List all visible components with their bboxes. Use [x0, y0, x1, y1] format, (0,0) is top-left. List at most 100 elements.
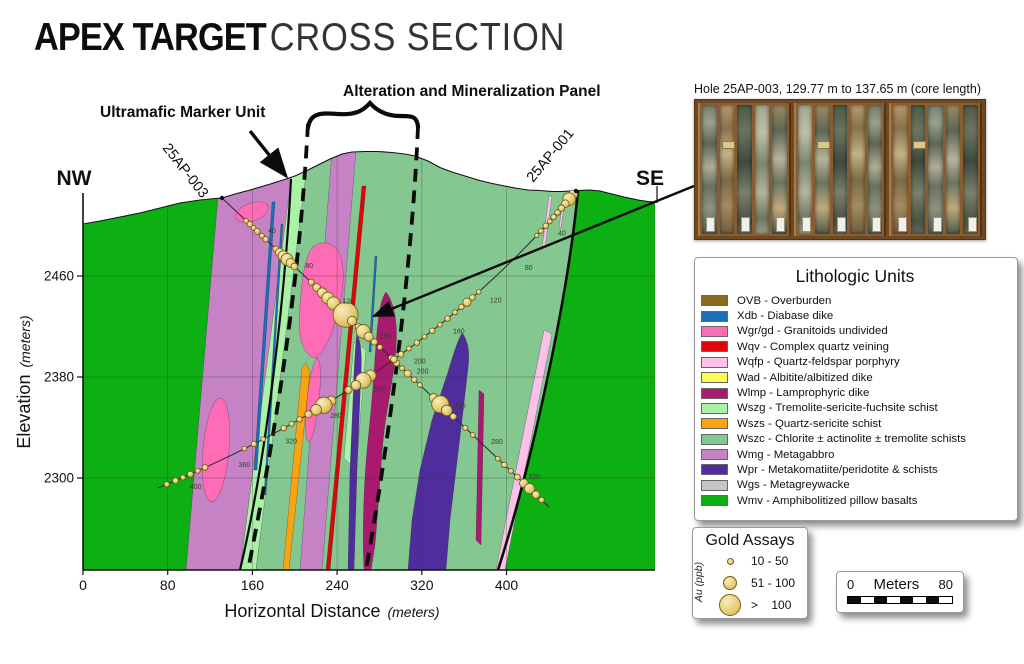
gold-assay-point: [280, 424, 288, 432]
gold-assay-class: 10 - 50: [699, 550, 801, 572]
legend-swatch: [701, 495, 728, 507]
legend-item-label: Wqv - Complex quartz veining: [737, 340, 889, 353]
gold-assay-point: [538, 228, 544, 234]
core-run: [719, 105, 735, 234]
gold-assay-point: [470, 432, 476, 438]
gold-assay-point: [201, 464, 209, 471]
scale-bar-segment: [874, 597, 887, 603]
gold-assay-point: [260, 436, 266, 442]
legend-swatch: [701, 449, 728, 461]
gold-assay-point: [163, 481, 170, 488]
legend-swatch: [701, 433, 728, 445]
core-photo-arrow: [371, 184, 695, 318]
legend-swatch: [701, 418, 728, 430]
gold-assay-point: [421, 333, 428, 340]
y-tick-label: 2460: [44, 269, 74, 284]
legend-item-label: Wpr - Metakomatiite/peridotite & schists: [737, 463, 938, 476]
gold-assay-point: [449, 412, 457, 421]
core-run: [702, 105, 717, 234]
depth-label: 240: [454, 404, 466, 411]
unit-wszs-band: [282, 362, 311, 570]
legend-item-label: Wqfp - Quartz-feldspar porphyry: [737, 356, 900, 369]
scale-bar-segment: [861, 597, 874, 603]
gold-assay-point: [546, 218, 553, 225]
gold-assay-bubble-wrap: [717, 576, 743, 590]
x-tick-label: 0: [79, 577, 87, 593]
scale-bar-right: 80: [938, 577, 953, 592]
legend-item: Wgs - Metagreywacke: [701, 478, 1009, 493]
legend-item-label: Wmg - Metagabbro: [737, 448, 835, 461]
gold-assay-point: [347, 315, 358, 326]
gold-assay-point: [243, 218, 249, 224]
gold-assay-point: [411, 376, 418, 383]
gold-assay-point: [417, 382, 423, 388]
gold-assay-point: [462, 424, 469, 431]
legend-swatch: [701, 387, 728, 399]
core-run: [963, 105, 978, 234]
core-run: [815, 105, 830, 234]
gold-assay-point: [557, 204, 566, 212]
depth-label: 400: [190, 484, 202, 491]
legend-item-label: Wad - Albitite/albitized dike: [737, 371, 873, 384]
scale-bar-header: 0 Meters 80: [847, 576, 953, 593]
gold-assay-point: [458, 303, 465, 311]
scale-bar-segments: [847, 596, 953, 604]
gold-assay-class: > 100: [699, 594, 801, 616]
boundary-line-west: [238, 178, 293, 570]
gold-assay-point: [534, 232, 540, 238]
gold-assay-bubble: [719, 594, 741, 616]
gold-assay-point: [462, 297, 472, 307]
scale-bar-label: Meters: [873, 576, 920, 593]
legend-item: Wpr - Metakomatiite/peridotite & schists: [701, 462, 1009, 477]
panel-dashed-west: [246, 123, 310, 571]
unit-wpr-spike: [347, 333, 362, 570]
gold-assay-bubble-wrap: [717, 557, 743, 565]
gold-assay-point: [441, 404, 453, 417]
gold-assay-point: [538, 496, 545, 504]
depth-label: 40: [268, 228, 276, 235]
gold-assay-point: [376, 344, 383, 351]
legend-swatch: [701, 356, 728, 368]
core-run: [867, 105, 883, 234]
gold-assay-point: [363, 331, 374, 342]
collar-point-25ap-003: [219, 195, 225, 201]
gold-assay-point: [444, 315, 451, 322]
gold-assay-point: [469, 294, 476, 301]
gold-assay-point: [514, 473, 521, 481]
legend-swatch: [701, 402, 728, 414]
gold-assay-point: [406, 345, 412, 352]
gold-assay-point: [437, 321, 443, 328]
panel-dashed-east: [364, 125, 420, 571]
gold-assay-class-label: 51 - 100: [751, 576, 796, 590]
gold-assay-point: [523, 482, 536, 495]
gold-assay-point: [350, 380, 362, 391]
legend-item: Wszg - Tremolite-sericite-fuchsite schis…: [701, 401, 1009, 416]
core-run: [945, 105, 961, 234]
gold-assay-point: [262, 236, 269, 243]
depth-label: 320: [528, 474, 540, 481]
collar-point-25ap-001: [573, 188, 579, 194]
panel-annotation: Alteration and Mineralization Panel: [343, 83, 601, 100]
gold-assay-point: [310, 404, 322, 416]
scale-bar-segment: [848, 597, 861, 603]
gold-assay-point: [253, 227, 261, 235]
gold-assay-bubble-wrap: [717, 594, 743, 616]
legend-swatch: [701, 464, 728, 476]
y-tick-label: 2380: [44, 370, 74, 385]
legend-item: Wmv - Amphibolitized pillow basalts: [701, 493, 1009, 508]
legend-item: Wszc - Chlorite ± actinolite ± tremolite…: [701, 432, 1009, 447]
legend-swatch: [701, 372, 728, 384]
gold-assay-point: [390, 355, 398, 364]
legend-item-label: Xdb - Diabase dike: [737, 310, 834, 323]
depth-label: 40: [558, 231, 566, 238]
gold-assay-bubble: [723, 576, 737, 590]
legend-item-label: Wgr/gd - Granitoids undivided: [737, 325, 888, 338]
gold-assay-point: [508, 468, 514, 474]
gold-assay-bubble: [726, 557, 734, 565]
legend-item: Wlmp - Lamprophyric dike: [701, 385, 1009, 400]
scale-bar-segment: [913, 597, 926, 603]
legend-swatch: [701, 479, 728, 491]
depth-label: 320: [285, 438, 297, 445]
legend-item: Wqv - Complex quartz veining: [701, 339, 1009, 354]
gold-assay-point: [370, 338, 378, 346]
